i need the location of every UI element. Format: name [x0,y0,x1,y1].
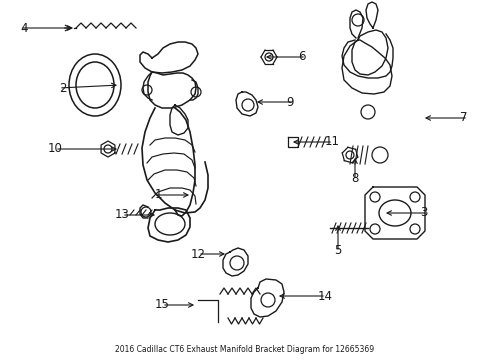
Text: 4: 4 [20,22,28,35]
Text: 15: 15 [155,298,170,311]
Text: 3: 3 [419,207,427,220]
Text: 2016 Cadillac CT6 Exhaust Manifold Bracket Diagram for 12665369: 2016 Cadillac CT6 Exhaust Manifold Brack… [115,346,373,355]
Text: 5: 5 [334,244,341,257]
Text: 10: 10 [48,143,63,156]
Text: 1: 1 [154,189,162,202]
Text: 11: 11 [325,135,339,148]
Text: 12: 12 [191,248,205,261]
Text: 7: 7 [459,112,467,125]
Text: 13: 13 [115,208,130,221]
Text: 14: 14 [317,289,332,302]
Text: 2: 2 [60,81,67,94]
Text: 8: 8 [350,172,358,185]
Text: 6: 6 [297,50,305,63]
Text: 9: 9 [285,95,293,108]
